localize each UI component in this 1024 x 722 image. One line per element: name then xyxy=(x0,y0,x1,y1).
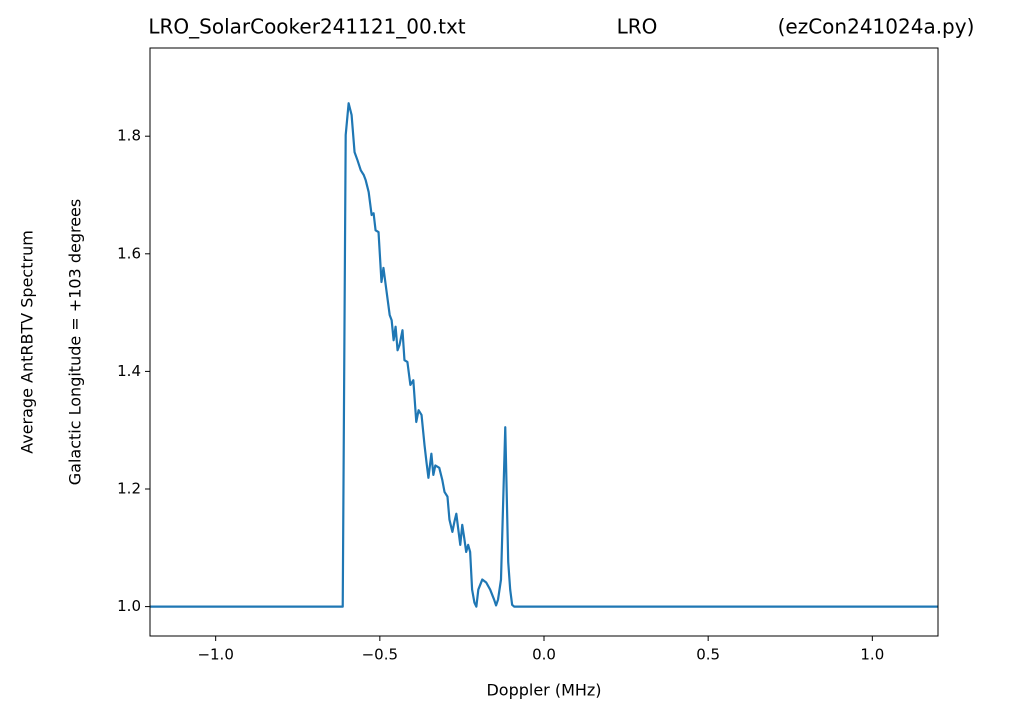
x-tick-label: 0.5 xyxy=(696,646,720,664)
y-tick-label: 1.0 xyxy=(117,597,141,615)
y-axis-label: Galactic Longitude = +103 degrees xyxy=(66,199,85,485)
x-tick-label: 0.0 xyxy=(532,646,556,664)
y-tick-label: 1.4 xyxy=(117,362,141,380)
chart-title: LRO_SolarCooker241121_00.txt xyxy=(148,15,465,39)
y-tick-label: 1.6 xyxy=(117,244,141,262)
x-tick-label: −0.5 xyxy=(362,646,398,664)
plot-frame xyxy=(149,47,939,637)
data-line xyxy=(150,102,938,608)
x-tick-label: −1.0 xyxy=(197,646,233,664)
chart-title: LRO xyxy=(617,15,658,39)
x-axis-label: Doppler (MHz) xyxy=(486,681,601,700)
y-axis-label: Average AntRBTV Spectrum xyxy=(18,230,37,454)
y-tick-label: 1.2 xyxy=(117,480,141,498)
chart-title: (ezCon241024a.py) xyxy=(778,15,975,39)
y-tick-label: 1.8 xyxy=(117,127,141,145)
x-tick-label: 1.0 xyxy=(860,646,884,664)
